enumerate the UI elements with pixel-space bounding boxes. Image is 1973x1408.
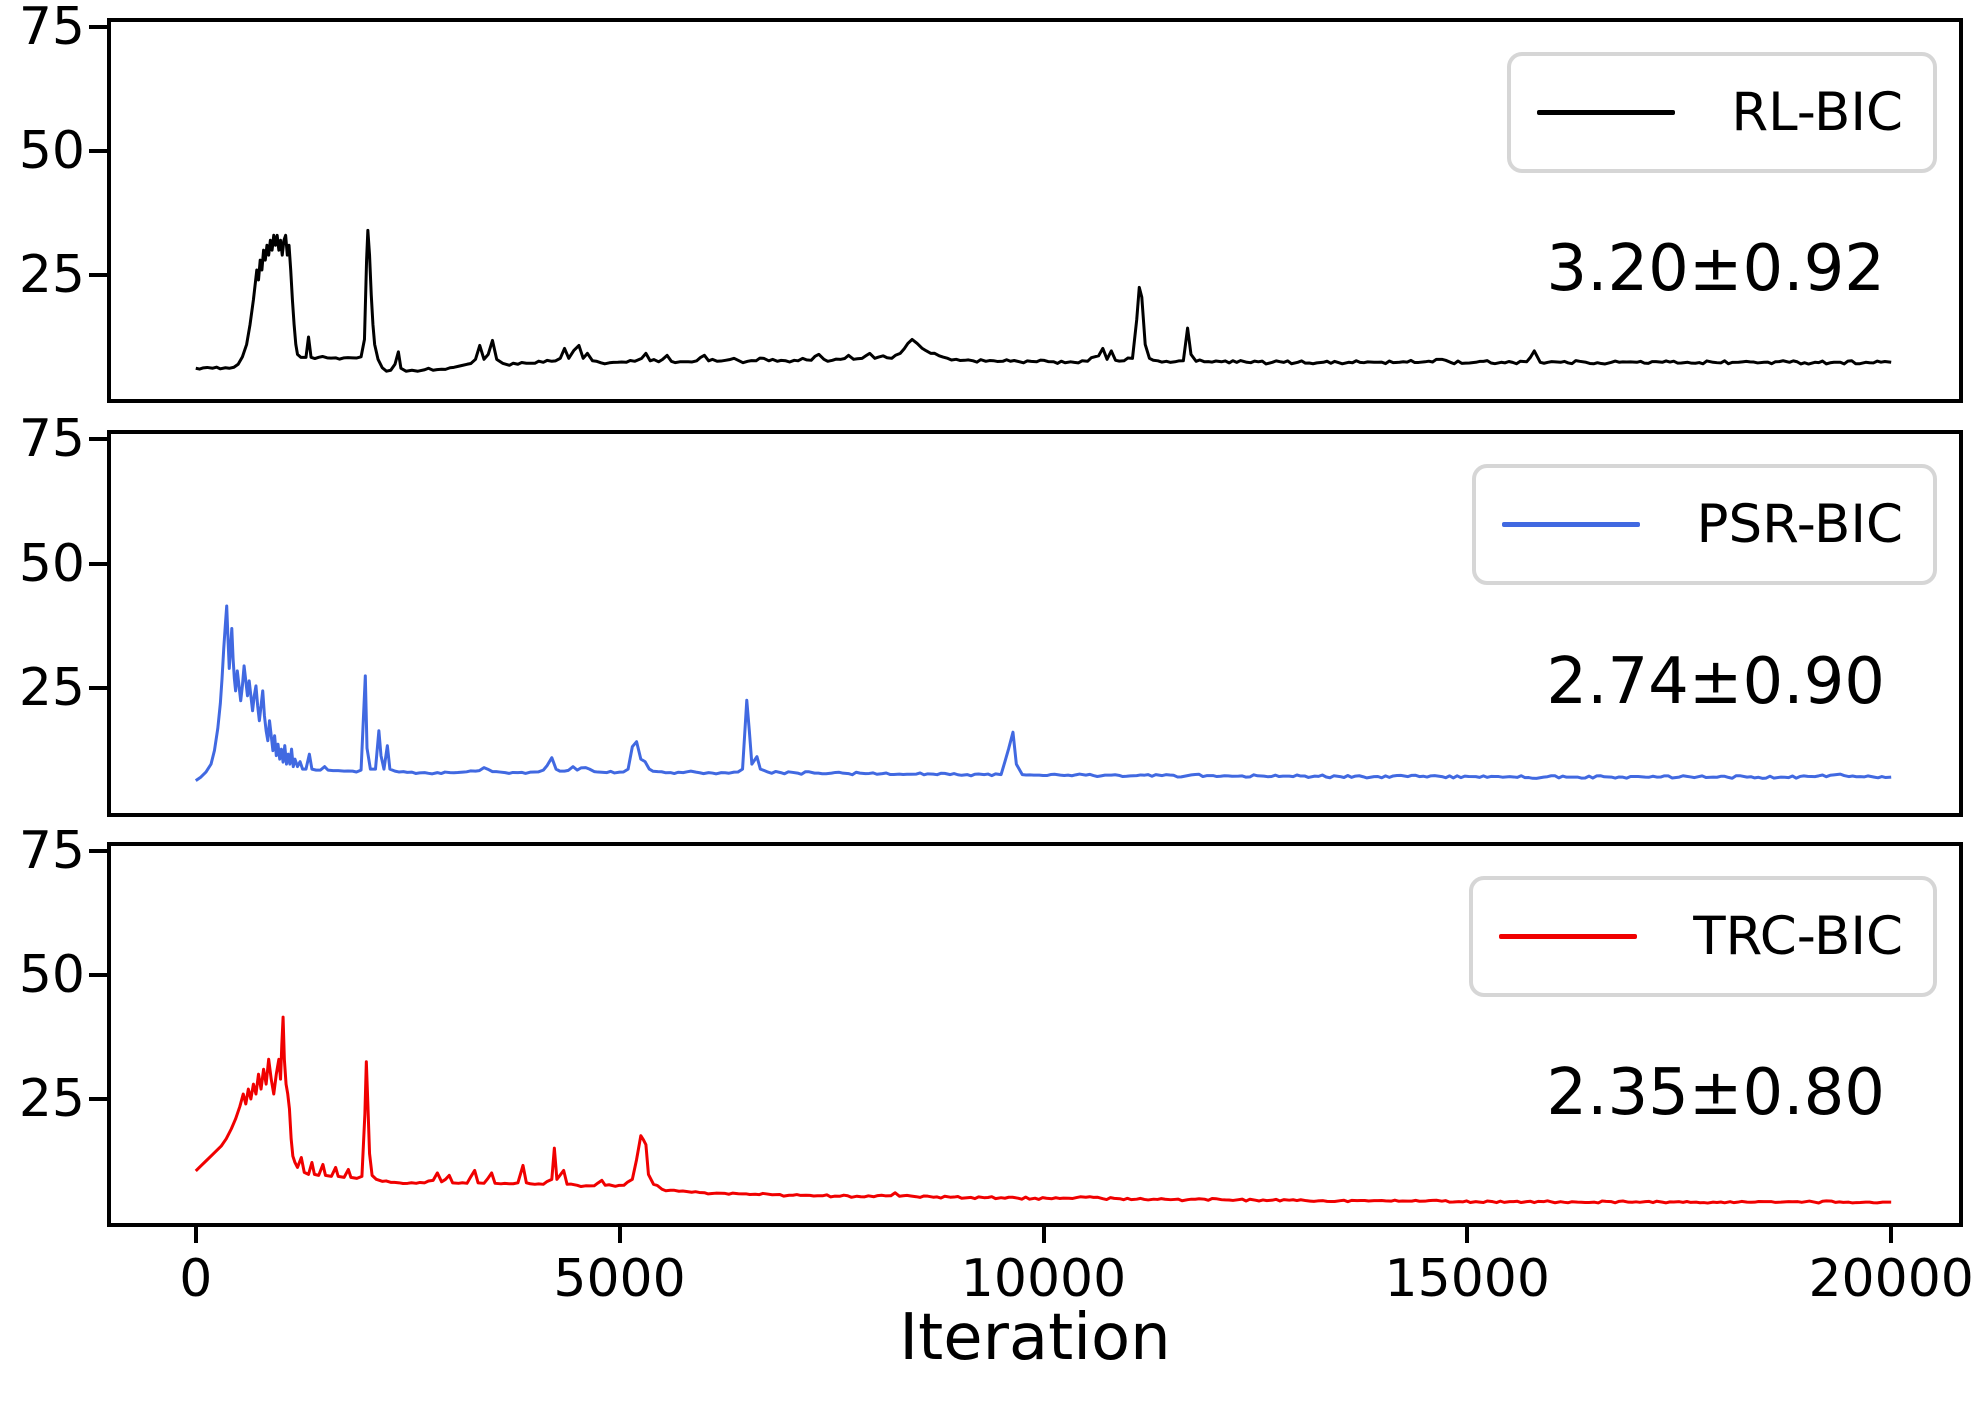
x-tick-label: 20000 (1808, 1249, 1973, 1309)
annotation-trc-bic: 2.35±0.80 (1546, 1055, 1885, 1130)
x-tick-label: 10000 (960, 1249, 1127, 1309)
y-tick-label: 75 (18, 408, 85, 469)
trc-bic-curve (111, 846, 1959, 1223)
y-tick-label: 75 (18, 820, 85, 881)
y-tick-label: 25 (18, 244, 85, 305)
x-tick-15000 (1465, 1223, 1470, 1243)
y-tick-50 (89, 972, 107, 977)
rl-bic-line-sample (1537, 110, 1676, 115)
y-tick-label: 25 (18, 658, 85, 719)
y-tick-25 (89, 272, 107, 277)
x-tick-0 (193, 1223, 198, 1243)
subplot-trc-bic: 75 50 25 TRC-BIC 2.35±0.80 0 5000 10000 … (19, 825, 1973, 1305)
x-tick-label: 0 (179, 1249, 213, 1309)
y-tick-label: 50 (18, 120, 85, 181)
legend-trc-bic: TRC-BIC (1469, 876, 1937, 997)
x-tick-10000 (1041, 1223, 1046, 1243)
y-tick-label: 50 (18, 944, 85, 1005)
x-axis-title: Iteration (899, 1301, 1171, 1375)
y-tick-label: 75 (18, 0, 85, 57)
x-tick-5000 (617, 1223, 622, 1243)
legend-label-rl-bic: RL-BIC (1731, 82, 1903, 143)
y-tick-50 (89, 561, 107, 566)
x-tick-20000 (1889, 1223, 1894, 1243)
legend-label-trc-bic: TRC-BIC (1693, 906, 1903, 967)
y-tick-label: 25 (18, 1068, 85, 1129)
y-tick-25 (89, 1096, 107, 1101)
y-tick-75 (89, 436, 107, 441)
y-tick-label: 50 (18, 533, 85, 594)
subplot-psr-bic: 75 50 25 PSR-BIC 2.74±0.90 (19, 413, 1963, 817)
x-tick-label: 15000 (1384, 1249, 1550, 1309)
psr-bic-curve (111, 434, 1959, 813)
x-tick-label: 5000 (553, 1249, 686, 1309)
rl-bic-curve (111, 22, 1959, 399)
annotation-psr-bic: 2.74±0.90 (1546, 645, 1885, 720)
legend-psr-bic: PSR-BIC (1472, 464, 1937, 585)
annotation-rl-bic: 3.20±0.92 (1546, 231, 1885, 306)
legend-rl-bic: RL-BIC (1507, 52, 1937, 173)
psr-bic-line-sample (1502, 522, 1641, 527)
subplot-rl-bic: 75 50 25 RL-BIC 3.20±0.92 (19, 1, 1963, 403)
y-tick-75 (89, 24, 107, 29)
y-tick-75 (89, 848, 107, 853)
legend-label-psr-bic: PSR-BIC (1696, 494, 1903, 555)
trc-bic-line-sample (1499, 934, 1638, 939)
y-tick-25 (89, 686, 107, 691)
y-tick-50 (89, 148, 107, 153)
